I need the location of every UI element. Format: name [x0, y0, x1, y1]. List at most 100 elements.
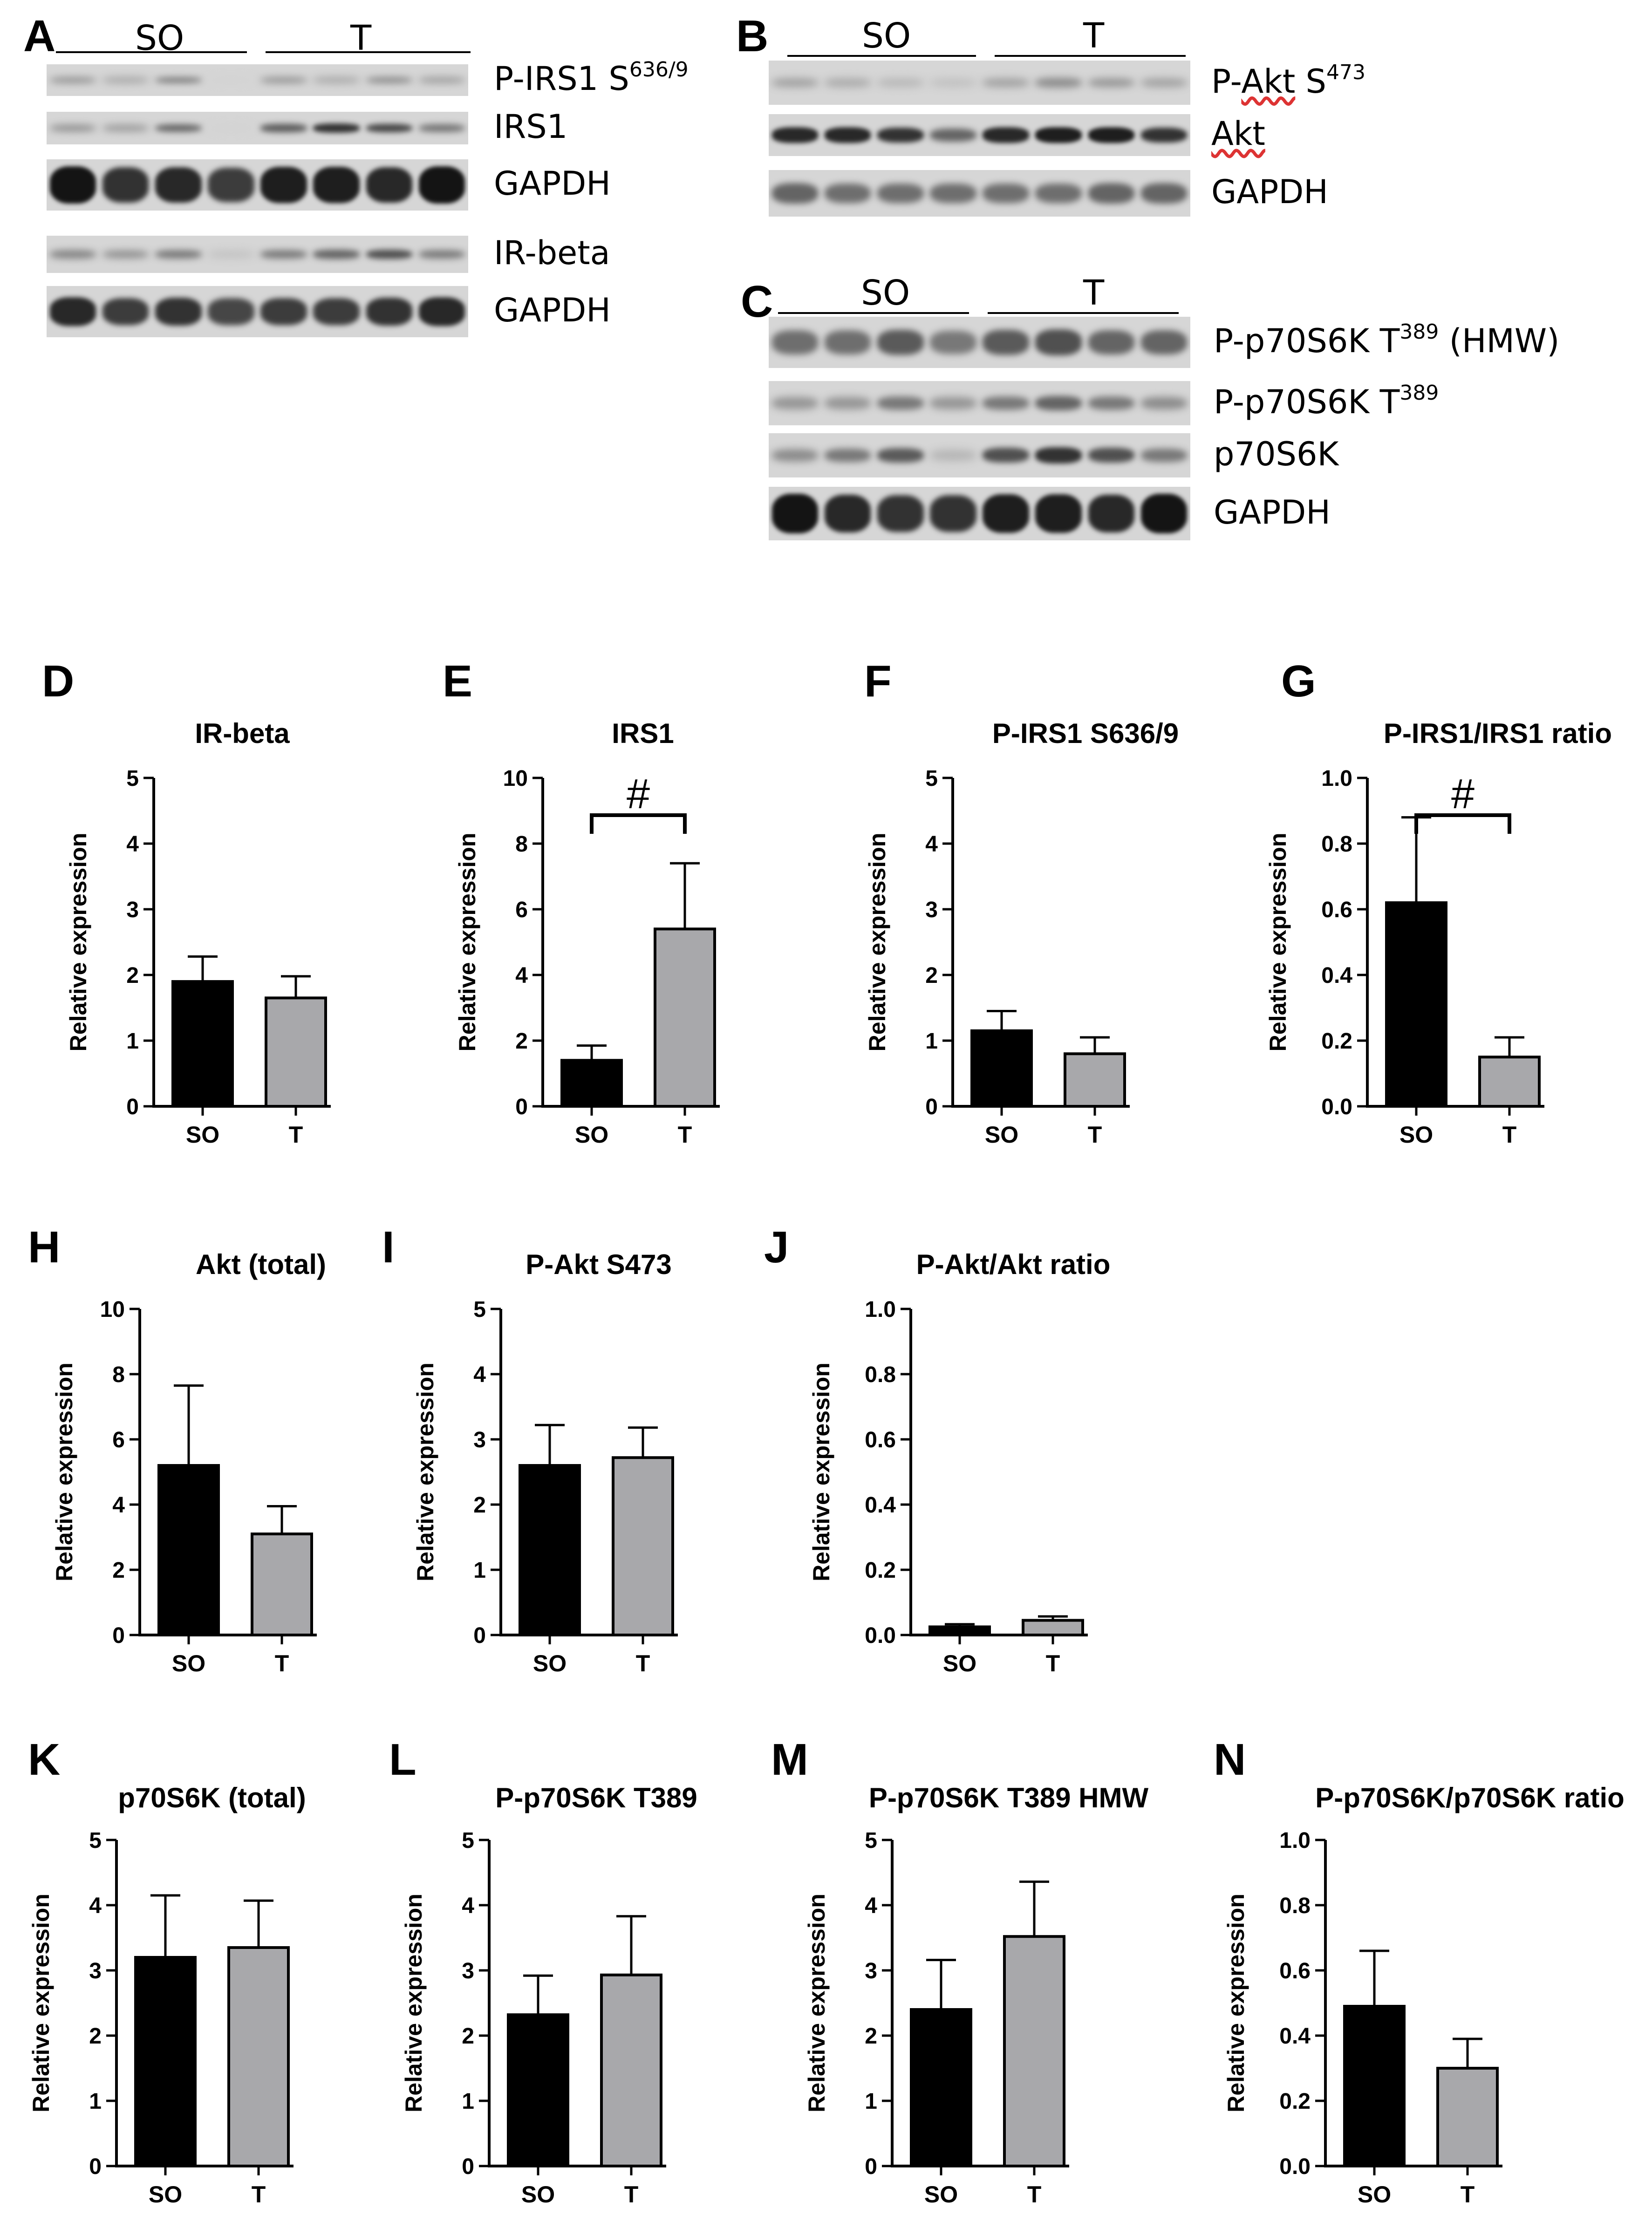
- blot-label: Akt: [1211, 115, 1265, 153]
- panel-label-f: F: [864, 656, 892, 706]
- blot-band: [260, 250, 307, 259]
- blot-band: [102, 167, 149, 203]
- y-tick-label: 0: [89, 2154, 102, 2179]
- y-tick-label: 0: [462, 2154, 474, 2179]
- bar-t: [1436, 2067, 1499, 2167]
- panel-label-m: M: [771, 1735, 808, 1785]
- significance-mark-e: #: [627, 771, 650, 818]
- blot-band: [877, 183, 924, 204]
- y-tick-label: 0.6: [1321, 898, 1352, 922]
- panel-label-n: N: [1214, 1735, 1246, 1785]
- chart-title-k: p70S6K (total): [118, 1782, 306, 1813]
- blot-label: IR-beta: [494, 234, 610, 272]
- blot-band: [102, 124, 149, 132]
- chart-title-f: P-IRS1 S636/9: [992, 718, 1179, 749]
- y-tick-label: 0.6: [1279, 1959, 1311, 1983]
- blot-strip-a-0: [47, 64, 468, 96]
- blot-band: [49, 250, 96, 259]
- blot-band: [208, 298, 254, 325]
- blot-label: P-p70S6K T389 (HMW): [1214, 320, 1560, 360]
- y-tick-label: 3: [865, 1959, 877, 1983]
- y-tick-label: 6: [112, 1428, 125, 1452]
- y-tick-label: 1.0: [865, 1297, 896, 1322]
- x-tick-label: T: [1046, 1650, 1060, 1676]
- chart-title-h: Akt (total): [196, 1249, 326, 1280]
- blot-strip-a-1: [47, 112, 468, 144]
- blot-strip-a2-0: [47, 236, 468, 273]
- blot-strip-c-3: [769, 487, 1190, 540]
- y-tick-label: 0: [126, 1095, 139, 1119]
- bar-so: [157, 1464, 220, 1636]
- y-tick-label: 0: [925, 1095, 938, 1119]
- blot-band: [1140, 449, 1188, 462]
- blot-band: [771, 397, 819, 409]
- y-tick-label: 4: [865, 1894, 877, 1918]
- y-axis-label-l: Relative expression: [401, 1894, 427, 2112]
- bar-so: [134, 1956, 197, 2167]
- panel-label-g: G: [1281, 656, 1316, 706]
- chart-title-d: IR-beta: [195, 718, 290, 749]
- y-tick-label: 10: [100, 1297, 125, 1322]
- blot-label: GAPDH: [1214, 493, 1331, 531]
- blot-band: [155, 297, 202, 326]
- y-tick-label: 0.2: [1279, 2089, 1311, 2114]
- blot-band: [1088, 448, 1135, 463]
- x-tick-label: T: [1502, 1122, 1517, 1148]
- bar-so: [970, 1029, 1033, 1108]
- group-line-so: [778, 312, 969, 314]
- chart-title-l: P-p70S6K T389: [495, 1782, 697, 1813]
- group-line-so: [787, 55, 976, 57]
- blot-band: [1140, 494, 1188, 533]
- blot-band: [418, 250, 465, 259]
- blot-strip-c-1: [769, 381, 1190, 425]
- chart-title-e: IRS1: [612, 718, 674, 749]
- y-tick-label: 0.4: [1279, 2024, 1311, 2049]
- blot-band: [49, 297, 96, 326]
- blot-band: [366, 77, 413, 83]
- y-tick-label: 2: [515, 1029, 528, 1054]
- blot-band: [49, 166, 96, 204]
- y-tick-label: 4: [112, 1493, 125, 1518]
- bar-so: [928, 1625, 991, 1636]
- blot-strip-b-1: [769, 114, 1190, 156]
- group-label-t: T: [1083, 273, 1105, 313]
- x-tick-label: SO: [575, 1122, 608, 1148]
- x-tick-label: SO: [172, 1650, 205, 1676]
- y-tick-label: 1: [126, 1029, 139, 1054]
- group-label-so: SO: [861, 273, 910, 313]
- group-label-t: T: [350, 18, 372, 58]
- blot-strip-a-2: [47, 159, 468, 211]
- bar-t: [1003, 1935, 1065, 2168]
- blot-band: [1140, 183, 1188, 204]
- blot-band: [366, 123, 413, 133]
- significance-bracket-e: [590, 813, 687, 834]
- y-tick-label: 0.0: [865, 1623, 896, 1648]
- x-tick-label: T: [289, 1122, 303, 1148]
- y-axis-label-f: Relative expression: [864, 833, 890, 1052]
- blot-strip-a2-1: [47, 286, 468, 337]
- blot-band: [155, 77, 202, 83]
- chart-title-m: P-p70S6K T389 HMW: [869, 1782, 1149, 1813]
- blot-band: [930, 397, 976, 409]
- y-axis-label-j: Relative expression: [808, 1363, 834, 1581]
- y-tick-label: 0.4: [865, 1493, 896, 1518]
- blot-band: [1035, 396, 1082, 410]
- blot-band: [771, 494, 819, 533]
- y-tick-label: 5: [126, 766, 139, 791]
- y-tick-label: 0.0: [1321, 1095, 1352, 1119]
- x-tick-label: SO: [985, 1122, 1018, 1148]
- x-tick-label: SO: [1399, 1122, 1433, 1148]
- x-tick-label: T: [636, 1650, 650, 1676]
- blot-band: [155, 167, 202, 203]
- bar-t: [1478, 1056, 1541, 1108]
- blot-band: [1035, 183, 1082, 204]
- blot-band: [877, 127, 924, 143]
- blot-band: [877, 329, 924, 355]
- y-tick-label: 1.0: [1321, 766, 1352, 791]
- y-tick-label: 2: [865, 2024, 877, 2049]
- blot-band: [208, 78, 254, 82]
- blot-band: [102, 250, 149, 259]
- blot-label: GAPDH: [1211, 173, 1328, 211]
- blot-band: [208, 251, 254, 258]
- significance-bracket-g: [1414, 813, 1511, 834]
